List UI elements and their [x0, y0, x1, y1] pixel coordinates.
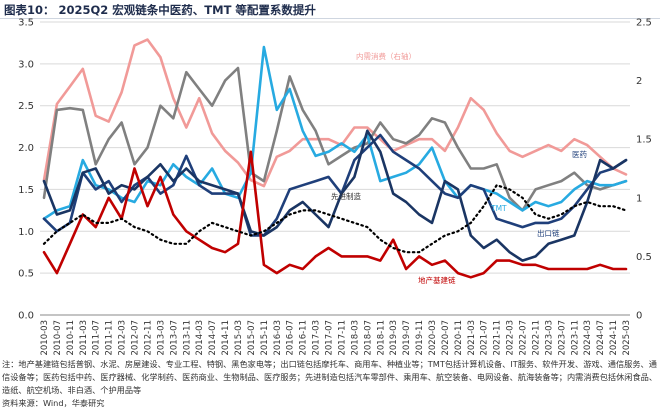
x-tick-label: 2019-11: [415, 320, 425, 356]
x-tick-label: 2024-07: [596, 320, 606, 356]
series-label-pharma: 医药: [572, 149, 587, 159]
x-tick-label: 2013-11: [182, 320, 192, 356]
x-tick-label: 2012-03: [118, 320, 128, 356]
x-tick-label: 2015-03: [234, 320, 244, 356]
x-tick-label: 2014-11: [221, 320, 231, 356]
y-axis-right: 0 0.5 1 1.5 2 2.5: [636, 18, 652, 322]
x-tick-label: 2011-03: [79, 320, 89, 356]
series-line-pharma: [42, 66, 628, 212]
x-tick-label: 2016-11: [299, 320, 309, 356]
x-tick-label: 2023-11: [570, 320, 580, 356]
series-label-domestic: 内需消费（右轴）: [356, 51, 416, 61]
series-line-advanced: [42, 133, 628, 237]
x-tick-label: 2019-03: [389, 320, 399, 356]
y-tick-label-right: 0: [636, 311, 642, 322]
x-tick-label: 2022-03: [506, 320, 516, 356]
x-tick-label: 2014-07: [208, 320, 218, 356]
x-tick-label: 2021-03: [467, 320, 477, 356]
y-tick-label-right: 2: [636, 76, 642, 87]
x-tick-label: 2023-07: [557, 320, 567, 356]
x-tick-label: 2011-11: [105, 320, 115, 356]
x-tick-label: 2019-07: [402, 320, 412, 356]
x-tick-label: 2020-07: [441, 320, 451, 356]
chart-notes: 注：地产基建链包括普钢、水泥、房屋建设、专业工程、特钢、黑色家电等；出口链包括摩…: [2, 359, 658, 395]
x-tick-label: 2016-03: [273, 320, 283, 356]
x-tick-label: 2016-07: [286, 320, 296, 356]
y-tick-label-left: 2.5: [18, 101, 34, 112]
series-line-dotted: [42, 184, 628, 254]
y-tick-label-left: 3.0: [18, 59, 34, 70]
y-tick-label-right: 0.5: [636, 252, 652, 263]
y-tick-label-left: 0.0: [18, 311, 34, 322]
x-tick-label: 2022-11: [531, 320, 541, 356]
y-tick-label-left: 2.0: [18, 143, 34, 154]
y-tick-label-left: 0.5: [18, 269, 34, 280]
x-tick-label: 2010-11: [66, 320, 76, 356]
y-tick-label-left: 3.5: [18, 18, 34, 29]
x-tick-label: 2010-07: [53, 320, 63, 356]
y-tick-label-right: 1.5: [636, 135, 652, 146]
x-tick-label: 2015-07: [247, 320, 257, 356]
chart-source: 资料来源：Wind，华泰研究: [2, 398, 105, 408]
series-line-domestic: [42, 38, 628, 188]
y-tick-label-right: 1: [636, 193, 642, 204]
title-divider: [0, 18, 660, 19]
y-axis-left: 0.0 0.5 1.0 1.5 2.0 2.5 3.0 3.5: [18, 18, 34, 322]
y-tick-label-left: 1.0: [18, 227, 34, 238]
series-label-tmt: TMT: [490, 204, 507, 213]
x-tick-label: 2024-11: [609, 320, 619, 356]
x-tick-label: 2021-11: [493, 320, 503, 356]
y-tick-label-right: 2.5: [636, 18, 652, 29]
x-tick-label: 2025-03: [622, 320, 632, 356]
x-tick-label: 2020-11: [454, 320, 464, 356]
series-label-advanced: 先进制造: [331, 191, 361, 201]
x-tick-label: 2012-07: [131, 320, 141, 356]
series-label-export: 出口链: [537, 228, 560, 238]
x-tick-label: 2018-07: [363, 320, 373, 356]
x-tick-label: 2012-11: [143, 320, 153, 356]
x-tick-label: 2018-11: [376, 320, 386, 356]
series-lines: [42, 38, 628, 279]
series-label-property: 地产基建链: [418, 275, 456, 285]
x-tick-label: 2011-07: [92, 320, 102, 356]
x-tick-label: 2020-03: [428, 320, 438, 356]
chart-title: 图表10： 2025Q2 宏观链条中医药、TMT 等配置系数提升: [4, 3, 316, 17]
y-tick-label-left: 1.5: [18, 185, 34, 196]
x-tick-label: 2014-03: [195, 320, 205, 356]
x-tick-label: 2010-03: [40, 320, 50, 356]
x-tick-label: 2013-07: [169, 320, 179, 356]
x-axis: 2010-03 2010-07 2010-11 2011-03 2011-07 2011-…: [40, 314, 632, 356]
series-line-property: [42, 150, 628, 279]
x-tick-label: 2022-07: [519, 320, 529, 356]
x-tick-label: 2013-03: [156, 320, 166, 356]
x-tick-label: 2024-03: [583, 320, 593, 356]
x-tick-label: 2023-03: [544, 320, 554, 356]
series-line-export: [42, 129, 628, 262]
x-tick-label: 2017-11: [337, 320, 347, 356]
x-tick-label: 2021-07: [480, 320, 490, 356]
x-tick-label: 2017-07: [325, 320, 335, 356]
line-chart: 0.0 0.5 1.0 1.5 2.0 2.5 3.0 3.5 0 0.5 1 1.5 2 2.5 20…: [18, 18, 652, 356]
x-tick-label: 2015-11: [260, 320, 270, 356]
x-tick-label: 2017-03: [312, 320, 322, 356]
x-tick-label: 2018-03: [350, 320, 360, 356]
